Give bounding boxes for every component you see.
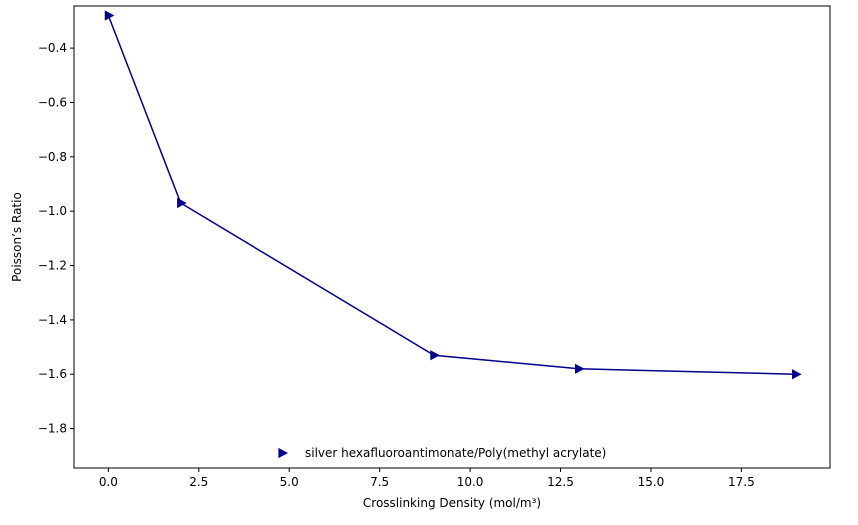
x-tick-label: 5.0 — [280, 475, 299, 489]
y-tick-label: −1.6 — [38, 367, 67, 381]
x-tick-label: 12.5 — [547, 475, 574, 489]
y-tick-label: −0.8 — [38, 150, 67, 164]
plot-frame — [73, 5, 831, 469]
y-axis-label: Poisson’s Ratio — [10, 192, 24, 282]
data-point — [177, 197, 187, 209]
legend: silver hexafluoroantimonate/Poly(methyl … — [278, 446, 606, 460]
y-tick-label: −1.2 — [38, 259, 67, 273]
x-tick-label: 7.5 — [370, 475, 389, 489]
data-point — [430, 350, 440, 361]
x-tick-label: 0.0 — [99, 475, 118, 489]
data-point — [575, 363, 585, 374]
y-tick-label: −1.0 — [38, 204, 67, 218]
plot-marks — [104, 10, 802, 380]
x-tick-label: 2.5 — [189, 475, 208, 489]
x-tick-label: 17.5 — [728, 475, 755, 489]
y-axis-ticks: −0.4 −0.6 −0.8 −1.0 −1.2 −1.4 −1.6 −1.8 — [38, 41, 74, 436]
data-point — [792, 369, 802, 380]
y-tick-label: −1.4 — [38, 313, 67, 327]
x-axis-ticks: 0.0 2.5 5.0 7.5 10.0 12.5 15.0 17.5 — [99, 468, 755, 489]
y-tick-label: −1.8 — [38, 422, 67, 436]
x-tick-label: 10.0 — [457, 475, 484, 489]
data-point — [104, 10, 115, 21]
x-axis-label: Crosslinking Density (mol/m³) — [363, 496, 541, 510]
y-tick-label: −0.6 — [38, 95, 67, 109]
y-tick-label: −0.4 — [38, 41, 67, 55]
legend-marker-triangle-icon — [278, 447, 288, 459]
x-tick-label: 15.0 — [638, 475, 665, 489]
legend-label: silver hexafluoroantimonate/Poly(methyl … — [305, 446, 606, 460]
